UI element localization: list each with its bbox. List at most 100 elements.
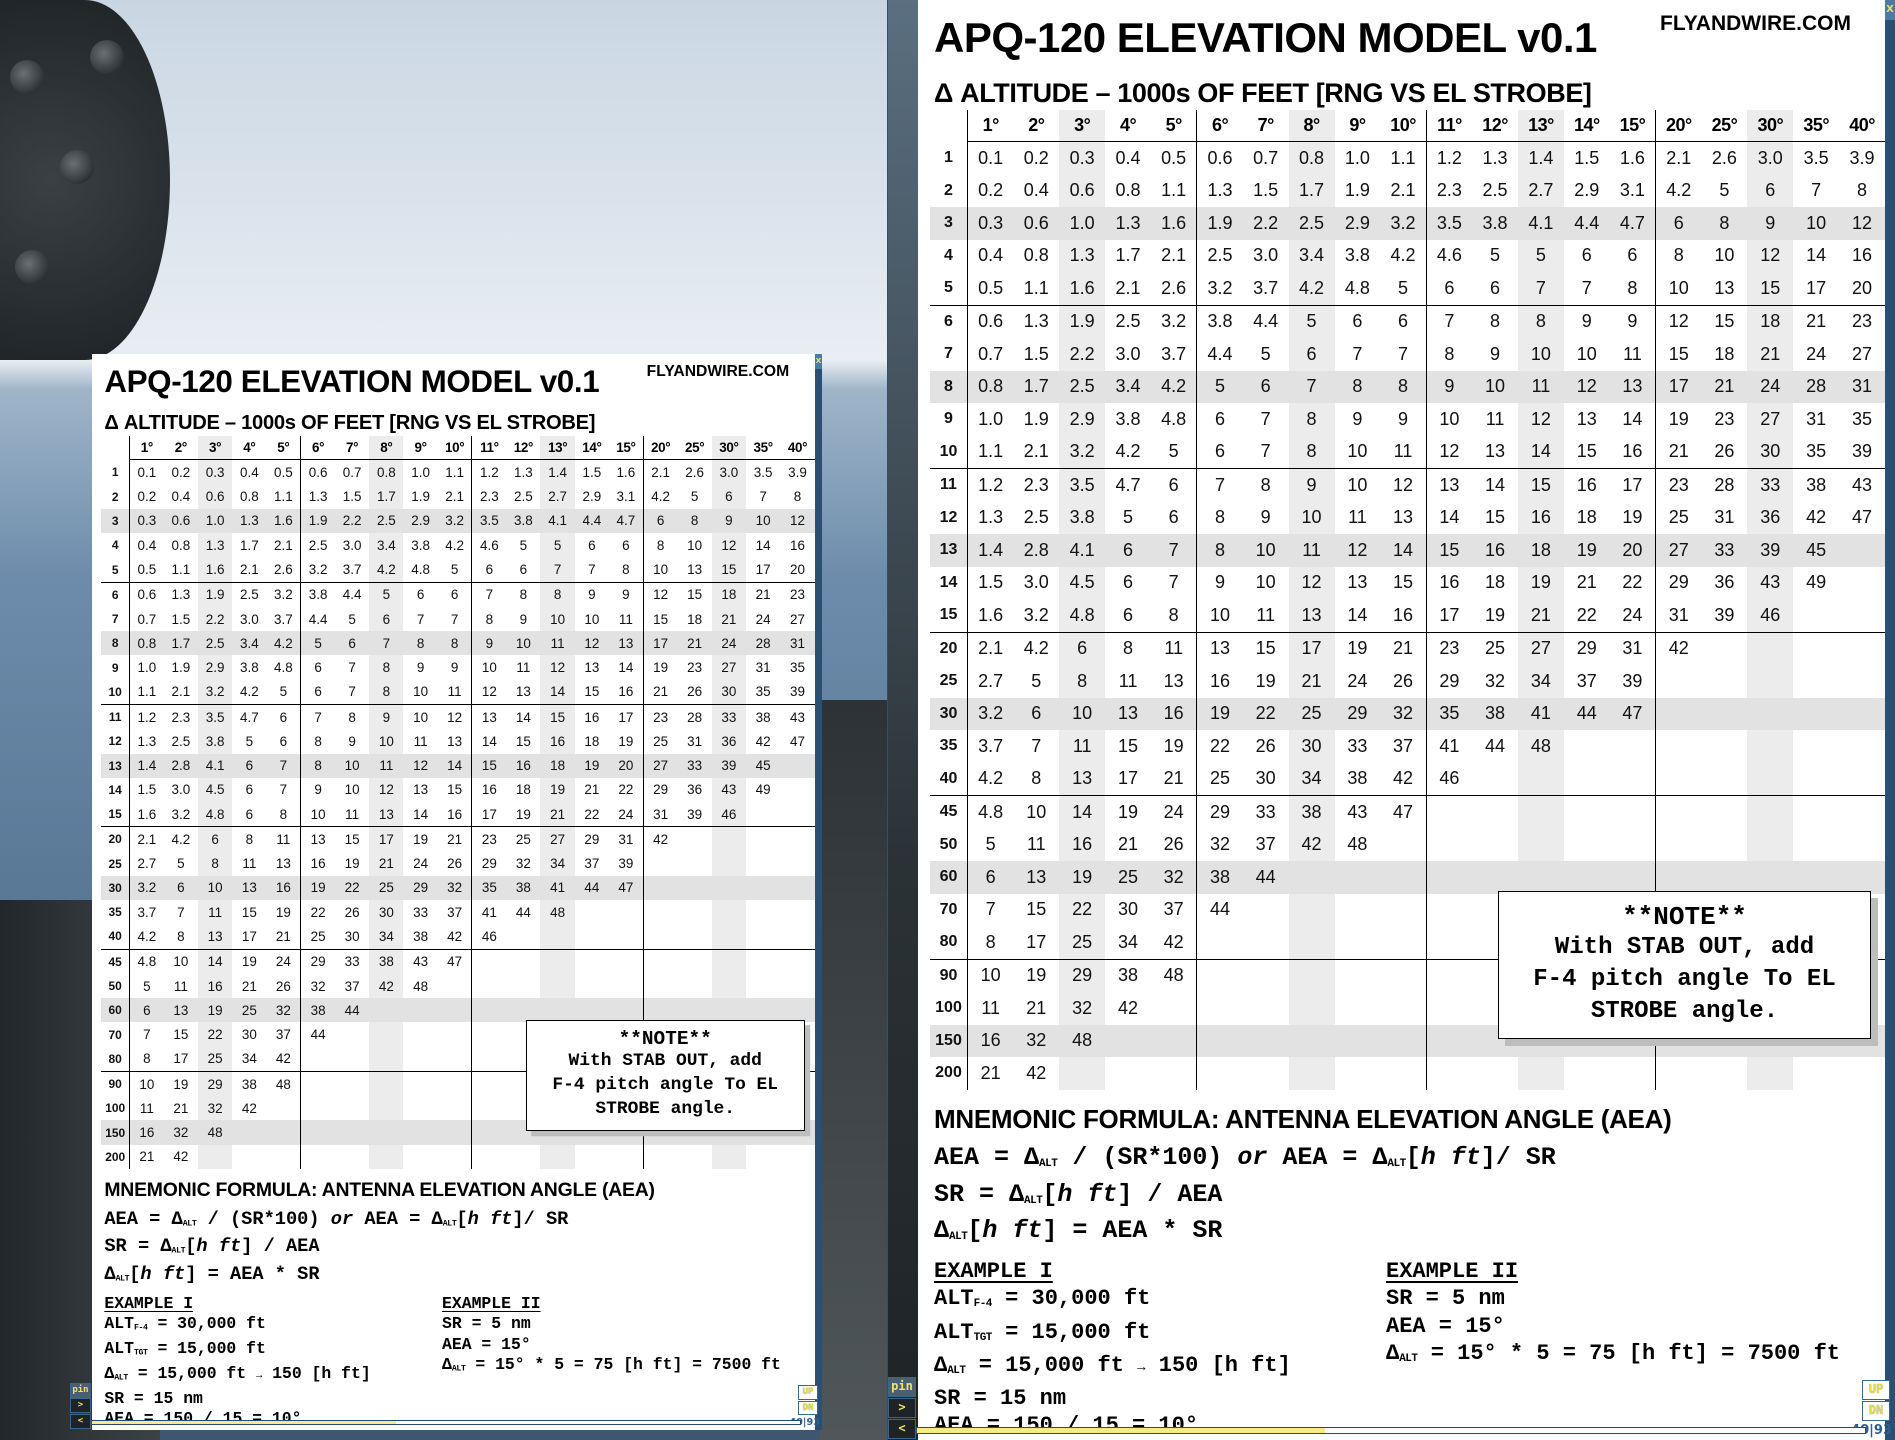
formula-text: ALT bbox=[934, 1286, 974, 1312]
formula-text: AEA = 150 / 15 = 10° bbox=[104, 1409, 302, 1429]
table-cell: 19 bbox=[344, 856, 360, 872]
table-cell bbox=[609, 900, 643, 924]
table-cell: 0.3 bbox=[197, 459, 233, 485]
site-label: FLYANDWIRE.COM bbox=[646, 362, 790, 380]
column-header: 14° bbox=[582, 440, 602, 456]
table-cell: 1.5 bbox=[171, 611, 191, 627]
close-button[interactable]: X bbox=[814, 354, 823, 369]
table-cell: 2.5 bbox=[1482, 180, 1508, 201]
table-cell: 38 bbox=[369, 948, 404, 974]
table-cell: 3.0 bbox=[342, 537, 362, 553]
table-cell: 14 bbox=[197, 948, 233, 974]
page-progress-bar[interactable] bbox=[90, 1419, 801, 1426]
table-cell: 47 bbox=[1609, 697, 1656, 730]
table-cell: 6 bbox=[1425, 272, 1473, 305]
page-indicator: 40|93 bbox=[789, 1416, 820, 1428]
table-cell: 0.2 bbox=[128, 484, 164, 509]
table-cell bbox=[1472, 829, 1518, 862]
scroll-up-button[interactable]: UP bbox=[797, 1384, 819, 1400]
example-line: AEA = 15° bbox=[1386, 1313, 1840, 1340]
table-cell: 6 bbox=[1581, 245, 1592, 266]
table-cell: 0.8 bbox=[240, 489, 259, 505]
table-cell bbox=[1793, 730, 1839, 763]
formula-text: SR = 15 nm bbox=[104, 1388, 203, 1408]
table-cell: 36 bbox=[1714, 572, 1735, 593]
table-cell bbox=[1380, 861, 1427, 894]
example-line: ΔALT = 15,000 ft → 150 [h ft] bbox=[104, 1364, 370, 1389]
table-cell: 12 bbox=[1563, 370, 1610, 403]
table-cell: 31 bbox=[642, 802, 678, 827]
table-cell: 29 bbox=[574, 826, 609, 852]
table-cell: 3.5 bbox=[471, 508, 507, 534]
table-row: 4 0.4 0.8 1.3 1.7 2.1 2.5 3.0 3.4 3.8 4.2 4.6 5 5 6 6 8 1… bbox=[930, 239, 1885, 272]
table-cell: 12 bbox=[1518, 403, 1564, 436]
table-cell bbox=[574, 948, 609, 974]
table-cell: 2.3 bbox=[1013, 468, 1060, 502]
table-cell bbox=[1335, 1057, 1381, 1090]
pin-button[interactable]: pin bbox=[70, 1382, 91, 1398]
table-cell bbox=[1839, 829, 1885, 862]
table-cell: 48 bbox=[1518, 730, 1564, 763]
scroll-down-button[interactable]: DN bbox=[797, 1400, 819, 1416]
next-page-button[interactable]: > bbox=[70, 1398, 91, 1414]
table-cell: 32 bbox=[197, 1096, 233, 1121]
table-cell: 10 bbox=[1288, 501, 1335, 534]
table-cell: 14 bbox=[1806, 245, 1827, 266]
table-cell bbox=[1839, 567, 1885, 600]
table-row: 14 1.5 3.0 4.5 6 7 9 10 12 13 15 16 18 19 21 22 29 36 43 49 bbox=[101, 777, 814, 803]
table-cell: 3.4 bbox=[1105, 370, 1151, 403]
table-cell bbox=[1702, 1057, 1748, 1090]
scroll-up-button[interactable]: UP bbox=[1862, 1380, 1890, 1400]
table-cell: 9 bbox=[1425, 370, 1473, 403]
table-cell: 42 bbox=[369, 973, 404, 999]
table-cell: 13 bbox=[1013, 861, 1060, 894]
row-label: 35 bbox=[939, 737, 958, 755]
table-cell: 16 bbox=[1563, 468, 1610, 502]
close-button[interactable]: X bbox=[1885, 0, 1895, 20]
table-cell: 8 bbox=[1655, 239, 1702, 272]
table-cell: 3.2 bbox=[1151, 304, 1197, 338]
table-cell: 21 bbox=[745, 581, 781, 607]
pin-button[interactable]: pin bbox=[888, 1377, 916, 1397]
table-cell: 0.5 bbox=[1151, 141, 1197, 175]
table-cell: 4.8 bbox=[967, 795, 1014, 829]
row-label: 1 bbox=[111, 465, 119, 480]
table-cell: 48 bbox=[197, 1120, 233, 1145]
table-cell bbox=[1425, 828, 1473, 861]
table-cell: 4.8 bbox=[411, 562, 430, 577]
table-cell: 4.2 bbox=[1390, 245, 1416, 266]
formula-text: h ft bbox=[196, 1235, 242, 1258]
table-cell bbox=[711, 924, 746, 950]
table-cell bbox=[1793, 829, 1839, 862]
row-label: 25 bbox=[939, 672, 958, 690]
table-cell: 18 bbox=[711, 581, 746, 607]
table-cell: 13 bbox=[1196, 631, 1243, 665]
table-cell: 16 bbox=[1472, 534, 1518, 567]
table-cell: 17 bbox=[1806, 277, 1827, 298]
table-cell bbox=[1610, 1057, 1656, 1090]
table-cell: 19 bbox=[300, 875, 335, 901]
note-line: F-4 pitch angle To EL bbox=[552, 1075, 779, 1096]
page-progress-bar[interactable] bbox=[916, 1427, 1866, 1434]
table-cell bbox=[1564, 829, 1610, 862]
table-cell bbox=[1380, 829, 1426, 862]
prev-page-button[interactable]: < bbox=[70, 1413, 91, 1429]
scroll-down-button[interactable]: DN bbox=[1862, 1401, 1890, 1421]
table-cell: 2.1 bbox=[1023, 441, 1049, 462]
column-header: 9° bbox=[1349, 115, 1366, 135]
table-cell: 0.7 bbox=[967, 338, 1014, 371]
elevation-table: 1° 2° 3° 4° 5° 6° 7° 8° 9° 10° 11° 12° 13° 14° 15° 20° 2… bbox=[930, 110, 1885, 1090]
table-cell: 2.3 bbox=[163, 703, 198, 730]
row-label: 25 bbox=[108, 856, 122, 871]
table-cell bbox=[1839, 631, 1885, 665]
row-label: 11 bbox=[930, 468, 968, 502]
table-cell: 33 bbox=[1242, 795, 1289, 829]
table-cell: 8 bbox=[437, 631, 472, 656]
next-page-button[interactable]: > bbox=[888, 1398, 916, 1418]
subscript: ALT bbox=[1399, 1352, 1418, 1365]
prev-page-button[interactable]: < bbox=[888, 1419, 916, 1439]
table-cell: 2.7 bbox=[1518, 174, 1564, 207]
row-label: 2 bbox=[111, 489, 119, 504]
table-cell bbox=[1702, 730, 1748, 763]
table-cell: 10 bbox=[687, 537, 703, 553]
